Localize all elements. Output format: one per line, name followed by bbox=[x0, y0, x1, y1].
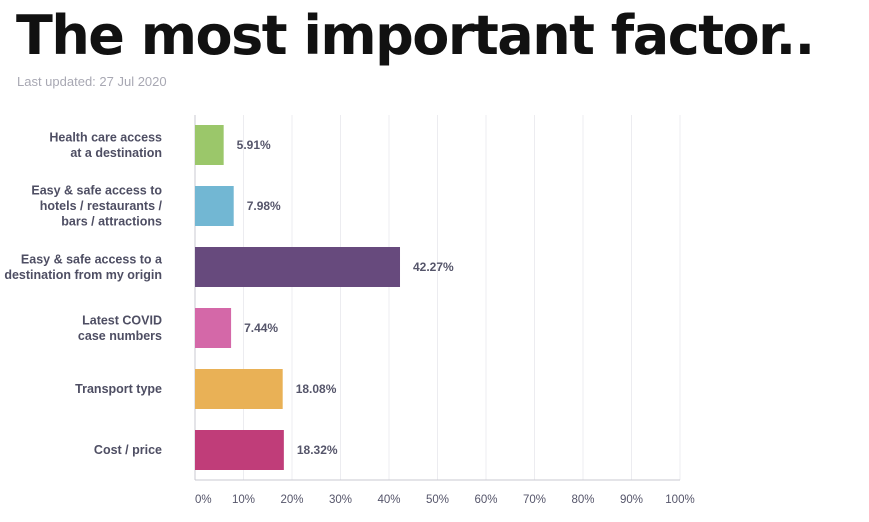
category-label: Transport type bbox=[75, 382, 162, 396]
page-title: The most important factor.. bbox=[16, 4, 815, 67]
data-label: 7.98% bbox=[247, 199, 281, 213]
bar bbox=[195, 369, 283, 409]
value-labels: 5.91% 7.98% 42.27% 7.44% 18.08% 18.32% bbox=[237, 138, 454, 457]
x-tick-label: 20% bbox=[280, 494, 303, 506]
category-label-line: Health care access bbox=[49, 130, 162, 144]
category-label-line: bars / attractions bbox=[61, 215, 162, 229]
category-label-line: hotels / restaurants / bbox=[40, 199, 163, 213]
category-label-line: Cost / price bbox=[94, 443, 162, 457]
category-label-line: Latest COVID bbox=[82, 313, 162, 327]
data-label: 42.27% bbox=[413, 260, 454, 274]
bar bbox=[195, 186, 234, 226]
bars bbox=[195, 125, 401, 470]
category-label-line: destination from my origin bbox=[4, 268, 162, 282]
category-label: Latest COVID case numbers bbox=[78, 313, 162, 343]
bar bbox=[195, 308, 232, 348]
data-label: 5.91% bbox=[237, 138, 271, 152]
x-axis-ticks: 0% 10% 20% 30% 40% 50% 60% 70% 80% 90% 100% bbox=[195, 494, 695, 506]
category-label: Health care access at a destination bbox=[49, 130, 162, 160]
bar bbox=[195, 430, 284, 470]
category-label: Easy & safe access to hotels / restaurant… bbox=[31, 184, 162, 229]
data-label: 18.08% bbox=[296, 382, 337, 396]
bar bbox=[195, 125, 224, 165]
x-tick-label: 50% bbox=[426, 494, 449, 506]
x-tick-label: 60% bbox=[474, 494, 497, 506]
data-label: 18.32% bbox=[297, 443, 338, 457]
x-tick-label: 30% bbox=[329, 494, 352, 506]
x-tick-label: 90% bbox=[620, 494, 643, 506]
category-labels: Health care access at a destination Easy &… bbox=[4, 130, 163, 457]
x-tick-label: 0% bbox=[195, 494, 212, 506]
gridlines bbox=[194, 115, 681, 481]
category-label-line: case numbers bbox=[78, 329, 162, 343]
category-label: Easy & safe access to a destination from … bbox=[4, 252, 163, 282]
bar bbox=[195, 247, 401, 287]
x-tick-label: 40% bbox=[377, 494, 400, 506]
category-label-line: Transport type bbox=[75, 382, 162, 396]
category-label-line: at a destination bbox=[70, 146, 162, 160]
x-tick-label: 70% bbox=[523, 494, 546, 506]
x-tick-label: 10% bbox=[232, 494, 255, 506]
last-updated-label: Last updated: 27 Jul 2020 bbox=[17, 74, 167, 89]
category-label: Cost / price bbox=[94, 443, 162, 457]
x-tick-label: 100% bbox=[665, 494, 694, 506]
data-label: 7.44% bbox=[244, 321, 278, 335]
category-label-line: Easy & safe access to bbox=[31, 184, 162, 198]
category-label-line: Easy & safe access to a bbox=[21, 252, 163, 266]
x-tick-label: 80% bbox=[571, 494, 594, 506]
